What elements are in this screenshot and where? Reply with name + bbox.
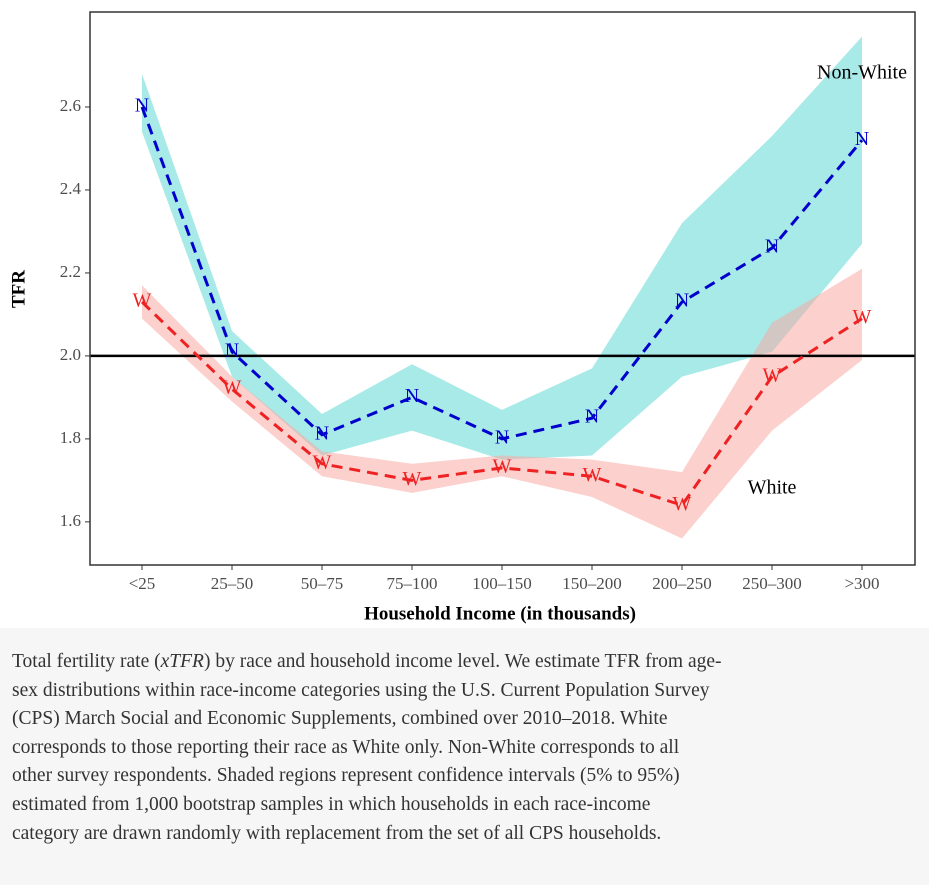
point-marker: W [673,493,692,515]
confidence-band [142,268,862,539]
point-marker: W [403,468,422,490]
x-tick-label: 25–50 [211,574,254,593]
point-marker: W [493,456,512,478]
x-axis-title: Household Income (in thousands) [364,603,636,624]
point-marker: N [225,339,239,361]
point-marker: N [405,385,419,407]
y-tick-label: 2.6 [60,96,81,115]
series-label: White [748,476,797,498]
point-marker: N [135,95,149,117]
caption-line: (CPS) March Social and Economic Suppleme… [12,708,668,730]
caption-italic: xTFR [160,651,204,672]
y-tick-label: 2.4 [60,179,82,198]
caption-line: category are drawn randomly with replace… [12,822,662,844]
caption-line: corresponds to those reporting their rac… [12,736,680,758]
x-tick-label: <25 [129,574,156,593]
point-marker: W [313,451,332,473]
point-marker: W [223,377,242,399]
chart: TFR Household Income (in thousands) N N N N… [8,11,916,625]
x-tick-label: >300 [844,574,879,593]
x-tick-label: 250–300 [742,574,802,593]
point-marker: N [765,236,779,258]
caption-text: ) by race and household income level. We… [203,651,722,672]
x-tick-label: 100–150 [472,574,532,593]
point-marker: N [585,406,599,428]
confidence-band [142,36,862,460]
point-marker: W [583,464,602,486]
point-marker: N [315,422,329,444]
series-label: Non-White [817,61,907,83]
point-marker: W [763,364,782,386]
caption: Total fertility rate (xTFR) by race and … [0,628,929,848]
caption-line: estimated from 1,000 bootstrap samples i… [12,793,651,815]
series-line [140,300,863,508]
point-marker: N [675,290,689,312]
point-marker: N [855,128,869,150]
point-marker: W [853,306,872,328]
x-tick-label: 75–100 [387,574,438,593]
y-tick-label: 1.8 [60,428,81,447]
x-tick-label: 150–200 [562,574,622,593]
y-axis-title: TFR [8,270,29,308]
caption-text: Total fertility rate ( [12,651,161,672]
point-marker: N [495,426,509,448]
series-line [140,106,864,441]
caption-line: other survey respondents. Shaded regions… [12,765,680,787]
x-tick-label: 200–250 [652,574,712,593]
x-tick-label: 50–75 [301,574,344,593]
y-tick-label: 2.0 [60,345,81,364]
caption-line: sex distributions within race-income cat… [12,679,710,701]
caption-line: Total fertility rate (xTFR) by race and … [12,648,917,677]
y-tick-label: 1.6 [60,511,81,530]
y-tick-label: 2.2 [60,262,81,281]
point-marker: W [133,290,152,312]
